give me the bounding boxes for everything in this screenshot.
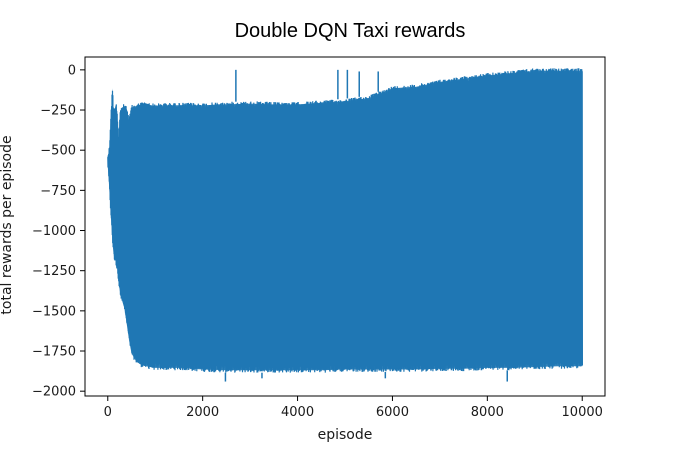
- y-tick-label: −250: [40, 104, 76, 119]
- axes: 0 2000 4000 6000 8000 10000 0 −250 −500 −750 −1000…: [32, 56, 606, 420]
- x-tick-label: 6000: [376, 405, 409, 420]
- x-axis-label: episode: [318, 427, 373, 443]
- y-tick-label: −1500: [32, 304, 76, 319]
- reward-series-band: [107, 70, 583, 371]
- x-tick-label: 8000: [471, 405, 504, 420]
- y-tick-label: −500: [40, 144, 76, 159]
- plot-area: [107, 68, 583, 382]
- chart-title: Double DQN Taxi rewards: [235, 20, 466, 42]
- y-tick-label: −750: [40, 184, 76, 199]
- x-tick-label: 10000: [562, 405, 603, 420]
- y-tick-label: −2000: [32, 385, 76, 400]
- x-tick-label: 0: [104, 405, 112, 420]
- plot-frame: [84, 56, 606, 397]
- y-tick-label: −1750: [32, 345, 76, 360]
- y-tick-label: −1000: [32, 224, 76, 239]
- x-tick-label: 2000: [186, 405, 219, 420]
- y-axis-label: total rewards per episode: [0, 135, 15, 314]
- x-tick-label: 4000: [281, 405, 314, 420]
- y-tick-label: −1250: [32, 264, 76, 279]
- series-group: [107, 68, 583, 382]
- y-tick-label: 0: [68, 63, 76, 78]
